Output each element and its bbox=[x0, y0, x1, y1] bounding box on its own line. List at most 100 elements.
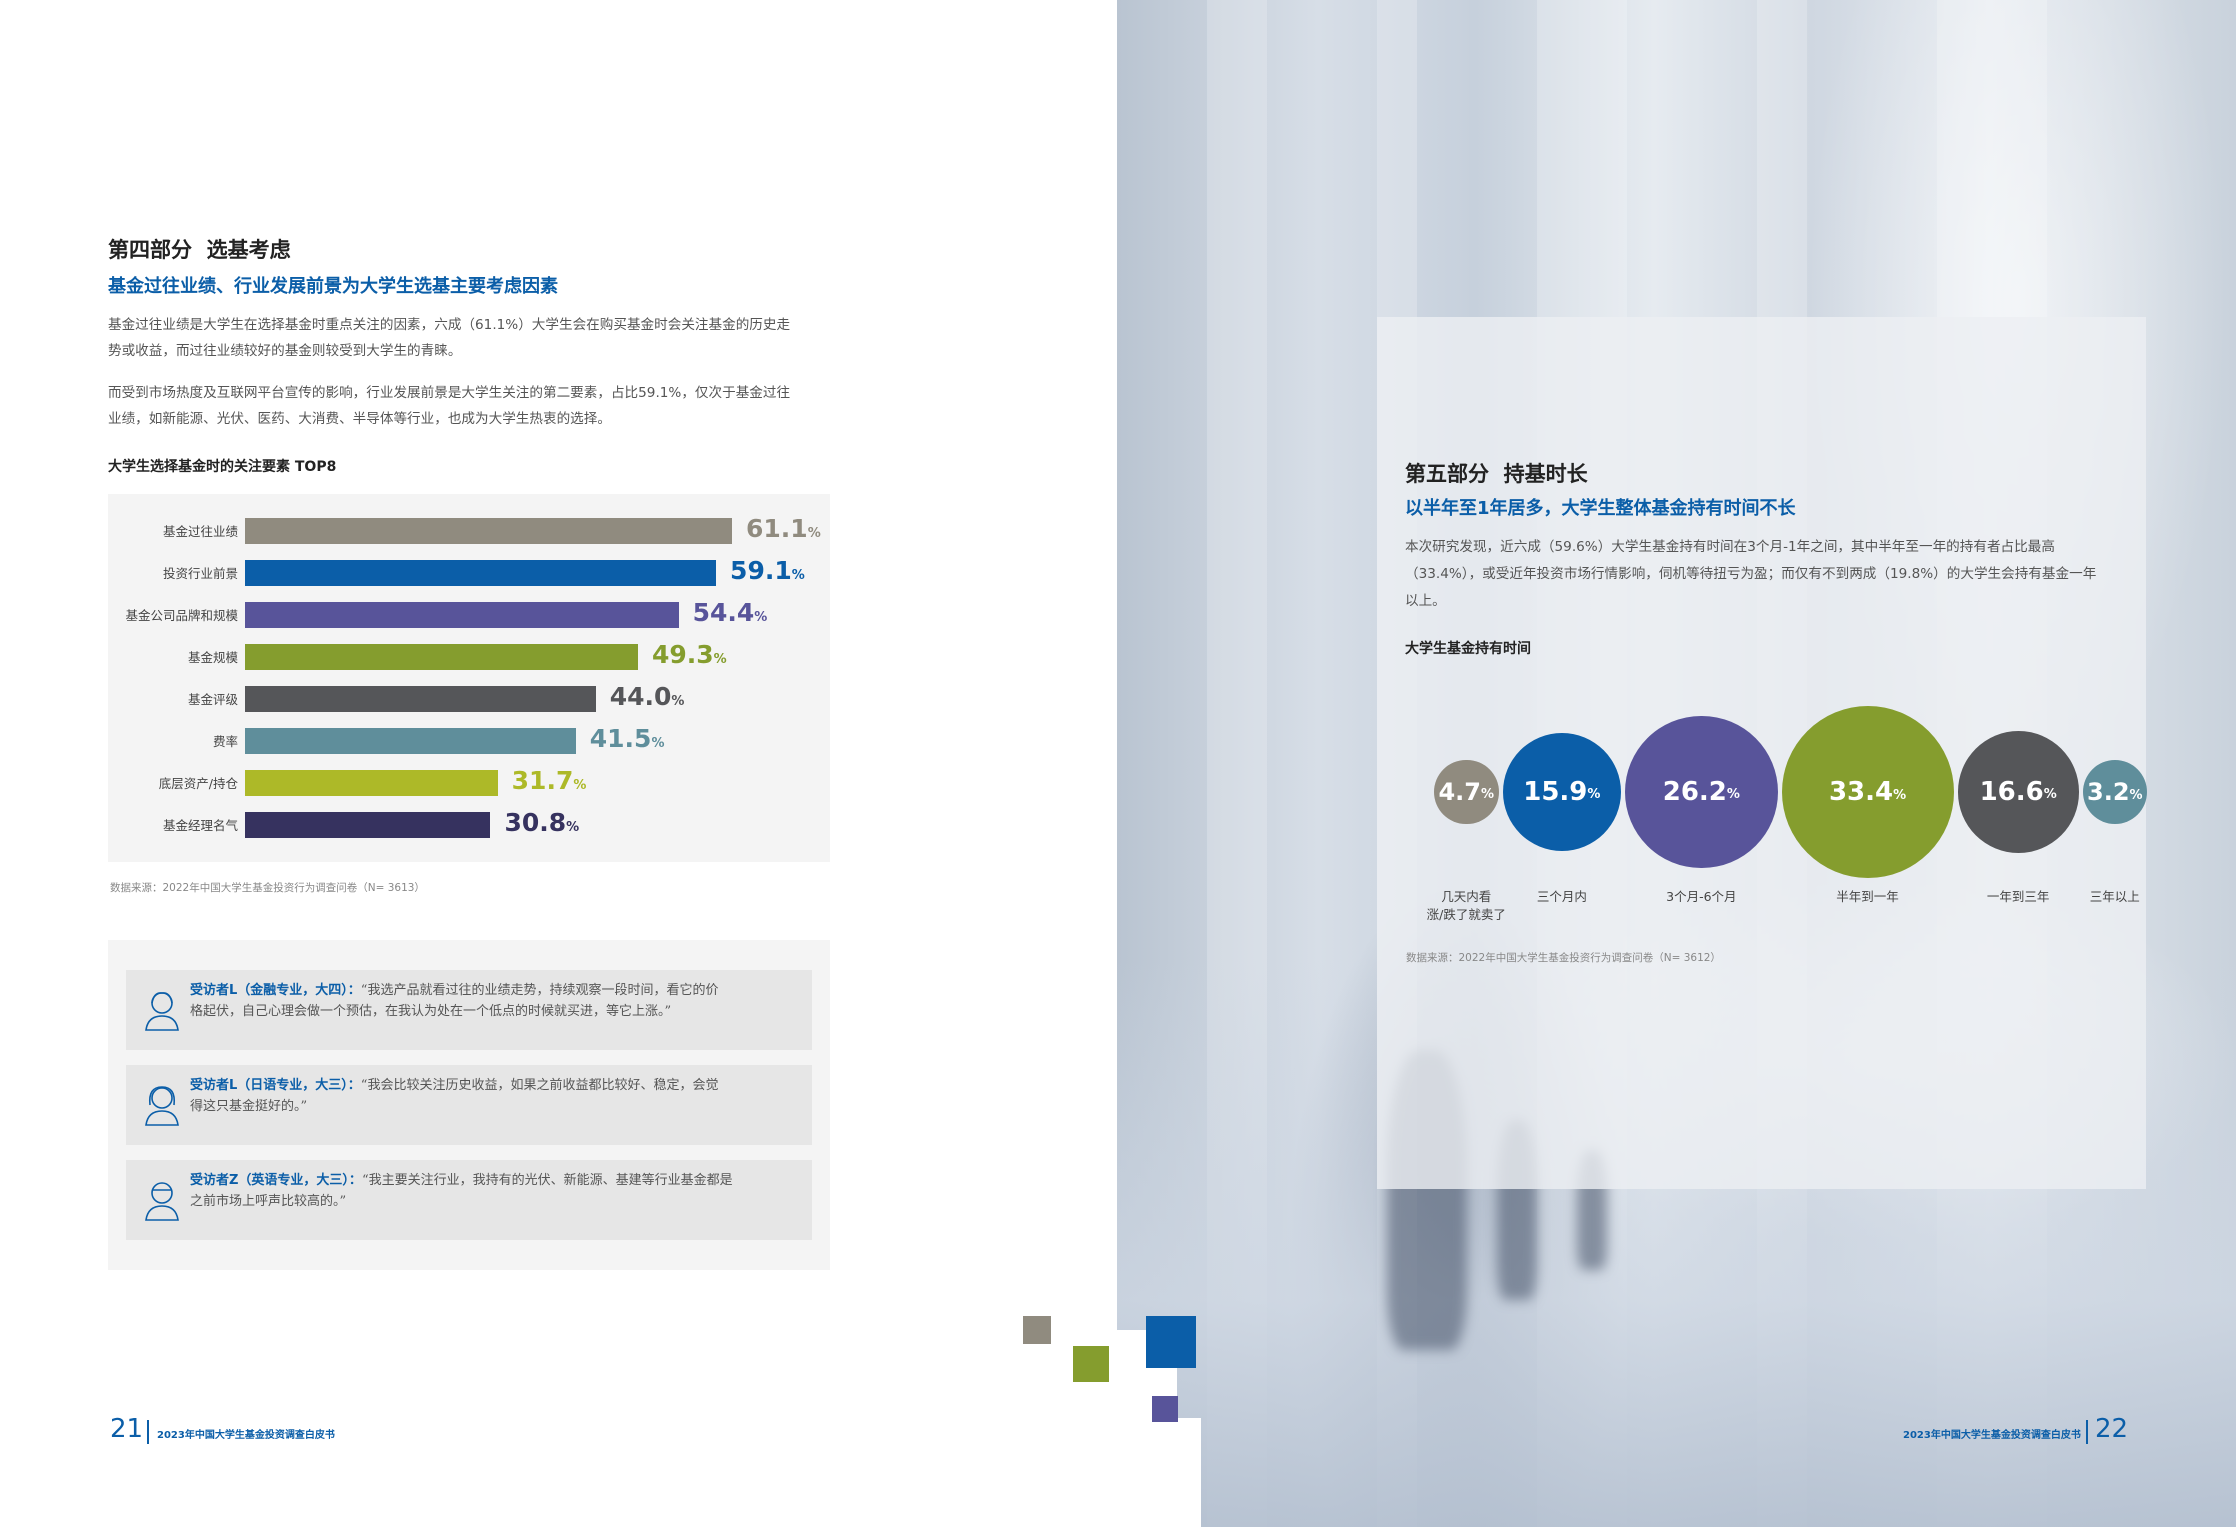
person-icon bbox=[145, 992, 179, 1031]
section-five-title: 第五部分 持基时长 bbox=[1405, 462, 1588, 486]
bar bbox=[245, 686, 596, 712]
footer-divider bbox=[2086, 1420, 2088, 1444]
decor-square-olive bbox=[1073, 1346, 1109, 1382]
bubble-value-label: 16.6 bbox=[1979, 776, 2044, 807]
bubble-category-label: 3个月-6个月 bbox=[1666, 889, 1737, 904]
quote-speaker: 受访者L（金融专业，大四）： bbox=[190, 983, 361, 998]
bar-category-label: 底层资产/持仓 bbox=[158, 776, 238, 791]
quote-line: “我选产品就看过往的业绩走势，持续观察一段时间，看它的价 bbox=[360, 983, 719, 998]
quote-text: 受访者L（日语专业，大三）：“我会比较关注历史收益，如果之前收益都比较好、稳定，… bbox=[190, 1075, 790, 1117]
bubble-category-label: 三年以上 bbox=[2089, 889, 2140, 904]
bubble-value-label: 15.9 bbox=[1523, 776, 1588, 807]
quote-box: 受访者Z（英语专业，大三）：“我主要关注行业，我持有的光伏、新能源、基建等行业基… bbox=[126, 1160, 812, 1240]
bubble-category-label: 几天内看 涨/跌了就卖了 bbox=[1426, 889, 1506, 922]
quote-line: “我主要关注行业，我持有的光伏、新能源、基建等行业基金都是 bbox=[361, 1173, 733, 1188]
bar-row: 基金规模 49.3% bbox=[108, 640, 830, 670]
bubble-category-label: 一年到三年 bbox=[1986, 889, 2050, 904]
quote-line: 得这只基金挺好的。” bbox=[190, 1099, 308, 1114]
quote-line: 格起伏，自己心理会做一个预估，在我认为处在一个低点的时候就买进，等它上涨。” bbox=[190, 1004, 672, 1019]
bar-value-label: 61.1% bbox=[746, 514, 821, 543]
bubble-value-label: 3.2 bbox=[2087, 778, 2130, 806]
bar-chart: 基金过往业绩 61.1% 投资行业前景 59.1% 基金公司品牌和规模 54.4% 基金规模… bbox=[108, 494, 830, 862]
paragraph-line: 而受到市场热度及互联网平台宣传的影响，行业发展前景是大学生关注的第二要素，占比5… bbox=[108, 385, 791, 401]
bar-category-label: 基金评级 bbox=[187, 692, 238, 707]
bar-value-label: 30.8% bbox=[504, 808, 580, 837]
bar-row: 费率 41.5% bbox=[108, 724, 830, 754]
percent-sign: % bbox=[1893, 787, 1907, 803]
quote-box: 受访者L（金融专业，大四）：“我选产品就看过往的业绩走势，持续观察一段时间，看它… bbox=[126, 970, 812, 1050]
bar-category-label: 投资行业前景 bbox=[162, 566, 238, 581]
bubble-category-label: 半年到一年 bbox=[1836, 889, 1899, 904]
bar bbox=[245, 770, 498, 796]
bar-value-label: 54.4% bbox=[692, 598, 768, 627]
page-number: 21 bbox=[110, 1414, 144, 1444]
bubble-chart-source: 数据来源：2022年中国大学生基金投资行为调查问卷（N= 3612） bbox=[1406, 952, 1721, 964]
bubble-value-label: 4.7 bbox=[1438, 777, 1481, 806]
bar-category-label: 基金规模 bbox=[187, 650, 238, 665]
quote-speaker: 受访者L（日语专业，大三）： bbox=[190, 1078, 361, 1093]
quote-line: “我会比较关注历史收益，如果之前收益都比较好、稳定，会觉 bbox=[360, 1078, 719, 1093]
bar bbox=[245, 560, 717, 586]
bar-row: 底层资产/持仓 31.7% bbox=[108, 766, 830, 796]
percent-sign: % bbox=[1587, 787, 1601, 803]
bubble-value-label: 33.4 bbox=[1828, 777, 1894, 807]
paragraph-line: （33.4%），或受近年投资市场行情影响，伺机等待扭亏为盈；而仅有不到两成（19… bbox=[1405, 566, 2097, 582]
percent-sign: % bbox=[807, 526, 821, 541]
bar bbox=[245, 812, 491, 838]
percent-sign: % bbox=[671, 694, 685, 709]
bar-value-label: 59.1% bbox=[730, 556, 805, 585]
percent-sign: % bbox=[651, 736, 665, 751]
percent-sign: % bbox=[566, 820, 580, 835]
bubble-chart-title: 大学生基金持有时间 bbox=[1405, 641, 1531, 657]
footer-divider bbox=[147, 1420, 149, 1444]
bar-value-label: 31.7% bbox=[511, 766, 587, 795]
percent-sign: % bbox=[713, 652, 727, 667]
decor-square-purple bbox=[1152, 1396, 1178, 1422]
bar-row: 基金经理名气 30.8% bbox=[108, 808, 830, 838]
footer-title: 2023年中国大学生基金投资调查白皮书 bbox=[157, 1430, 335, 1441]
white-corner-block bbox=[1117, 1418, 1201, 1527]
bar-row: 基金过往业绩 61.1% bbox=[108, 514, 830, 544]
bar-chart-title: 大学生选择基金时的关注要素 TOP8 bbox=[108, 459, 337, 475]
bar-row: 投资行业前景 59.1% bbox=[108, 556, 830, 586]
paragraph-line: 以上。 bbox=[1405, 593, 1446, 609]
page-number: 22 bbox=[2095, 1414, 2129, 1444]
bar-row: 基金评级 44.0% bbox=[108, 682, 830, 712]
interview-quotes-panel: 受访者L（金融专业，大四）：“我选产品就看过往的业绩走势，持续观察一段时间，看它… bbox=[108, 940, 830, 1270]
bubble: 4.7% bbox=[1434, 759, 1499, 825]
paragraph-line: 势或收益，而过往业绩较好的基金则较受到大学生的青睐。 bbox=[108, 343, 462, 359]
decor-square-blue bbox=[1146, 1316, 1196, 1368]
bar-value-label: 44.0% bbox=[609, 682, 685, 711]
quote-text: 受访者L（金融专业，大四）：“我选产品就看过往的业绩走势，持续观察一段时间，看它… bbox=[190, 980, 790, 1022]
decor-square-gray bbox=[1023, 1316, 1051, 1344]
bubble: 26.2% bbox=[1625, 715, 1778, 869]
bar-row: 基金公司品牌和规模 54.4% bbox=[108, 598, 830, 628]
bar bbox=[245, 518, 732, 544]
bar bbox=[245, 644, 638, 670]
section-five-subtitle: 以半年至1年居多，大学生整体基金持有时间不长 bbox=[1405, 498, 1796, 519]
section-four-subtitle: 基金过往业绩、行业发展前景为大学生选基主要考虑因素 bbox=[108, 276, 558, 297]
quote-speaker: 受访者Z（英语专业，大三）： bbox=[190, 1173, 362, 1188]
bar-category-label: 费率 bbox=[212, 734, 238, 749]
person-icon bbox=[145, 1086, 179, 1126]
bar bbox=[245, 602, 679, 628]
percent-sign: % bbox=[573, 778, 587, 793]
paragraph-line: 业绩，如新能源、光伏、医药、大消费、半导体等行业，也成为大学生热衷的选择。 bbox=[108, 411, 611, 427]
bubble: 16.6% bbox=[1957, 731, 2079, 853]
bubble: 33.4% bbox=[1781, 706, 1954, 878]
percent-sign: % bbox=[1726, 787, 1740, 803]
footer-title: 2023年中国大学生基金投资调查白皮书 bbox=[1903, 1430, 2081, 1441]
person-icon bbox=[145, 1182, 179, 1221]
bar-value-label: 41.5% bbox=[589, 724, 665, 753]
bar-chart-source: 数据来源：2022年中国大学生基金投资行为调查问卷（N= 3613） bbox=[110, 882, 425, 894]
quote-line: 之前市场上呼声比较高的。” bbox=[190, 1194, 347, 1209]
quote-box: 受访者L（日语专业，大三）：“我会比较关注历史收益，如果之前收益都比较好、稳定，… bbox=[126, 1065, 812, 1145]
bubble: 3.2% bbox=[2082, 760, 2147, 824]
percent-sign: % bbox=[1481, 787, 1495, 803]
bubble: 15.9% bbox=[1502, 732, 1622, 852]
bar-category-label: 基金公司品牌和规模 bbox=[125, 608, 238, 623]
bubble-category-label: 三个月内 bbox=[1536, 889, 1587, 904]
percent-sign: % bbox=[791, 568, 805, 583]
bar-value-label: 49.3% bbox=[651, 640, 727, 669]
paragraph-line: 本次研究发现，近六成（59.6%）大学生基金持有时间在3个月-1年之间，其中半年… bbox=[1405, 539, 2055, 555]
